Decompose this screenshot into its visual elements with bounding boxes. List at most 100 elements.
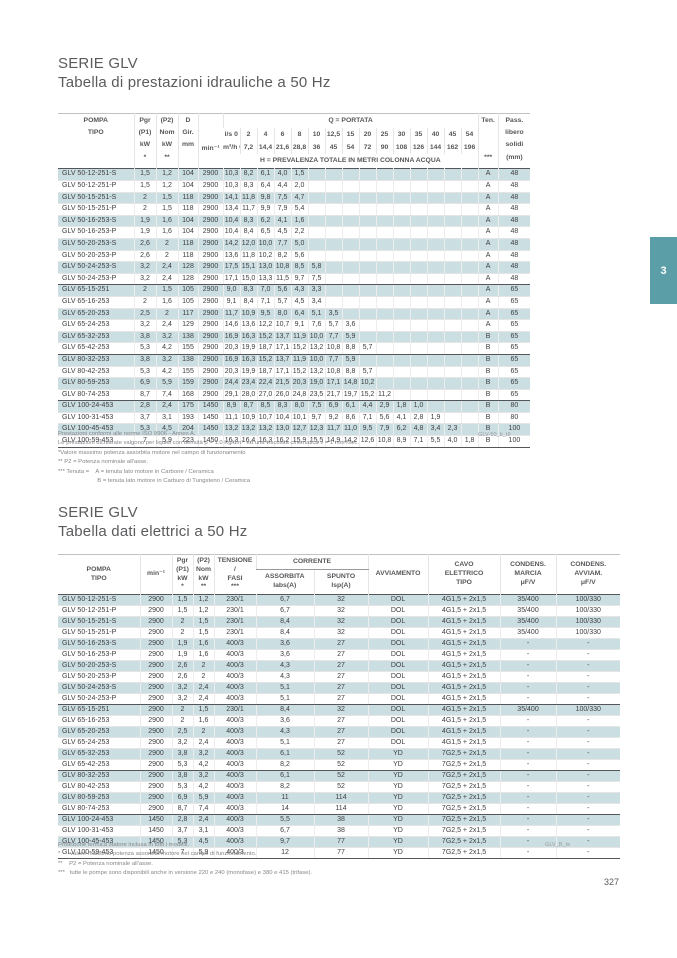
cell (460, 203, 479, 216)
electrical-row: GLV 50-16-253-S 2900 1,9 1,6 400/3 3,6 27 DOL 4G… (58, 638, 621, 651)
cell: 4,0 (443, 435, 461, 448)
footnote-line: * valore massimo potenza assorbita motor… (58, 851, 257, 858)
flow-tick: 36 (307, 141, 325, 155)
cell: 16,3 (239, 354, 257, 367)
cell: 2900 (139, 748, 172, 761)
cell: DOL (367, 693, 429, 706)
cell (426, 180, 444, 193)
cell (324, 203, 342, 216)
cell: 4,1 (392, 412, 410, 425)
cell: 400/3 (213, 825, 256, 838)
pump-type: GLV 65-20-253 (58, 308, 134, 321)
hydraulic-row: GLV 65-42-253 5,3 4,2 155 2900 20,3 19,9 18,7 17… (58, 342, 531, 355)
cell: 104 (177, 226, 198, 239)
cell (460, 366, 479, 379)
cell: 2900 (139, 605, 172, 618)
section2-title-block: SERIE GLV Tabella dati elettrici a 50 Hz (58, 504, 247, 542)
cell: 2900 (139, 594, 172, 607)
cell: 400/3 (213, 649, 256, 662)
cell (443, 412, 461, 425)
cell (324, 192, 342, 205)
cell: 1,5 (155, 203, 178, 216)
chapter-tab: 3 (650, 237, 677, 304)
cell: - (555, 649, 621, 662)
cell (392, 377, 410, 390)
col-header-pompa-tipo: POMPA TIPO (86, 565, 111, 582)
cell: 12,2 (256, 319, 274, 332)
cell: 32 (313, 704, 369, 717)
cell (392, 180, 410, 193)
cell (409, 261, 427, 274)
cell: 19,9 (239, 342, 257, 355)
cell (409, 238, 427, 251)
cell: 27 (313, 671, 369, 684)
cell (443, 203, 461, 216)
cell: 29,1 (222, 389, 240, 402)
cell: 2900 (197, 180, 223, 193)
cell: 3,2 (133, 261, 156, 274)
cell: 9,8 (256, 192, 274, 205)
footnote-line: *Valore massimo potenza assorbita motore… (58, 449, 246, 456)
cell: 2 (133, 192, 156, 205)
cell: 5,5 (426, 435, 444, 448)
cell (392, 168, 410, 181)
flow-tick: 10 (307, 128, 325, 142)
cell: 4,2 (192, 759, 214, 772)
cell: YD (367, 759, 429, 772)
cell: 100 (497, 435, 531, 448)
cell: - (555, 814, 621, 827)
cell (409, 342, 427, 355)
cell (460, 354, 479, 367)
cell: 204 (177, 423, 198, 437)
cell: 1,8 (392, 400, 410, 413)
cell: 10,4 (273, 412, 291, 425)
cell: 12,6 (358, 435, 376, 448)
pump-type: GLV 50-20-253-S (58, 660, 140, 673)
hydraulic-row: GLV 80-42-253 5,3 4,2 155 2900 20,3 19,9 18,7 17… (58, 366, 531, 379)
cell: 3,2 (133, 273, 156, 286)
header-row-q: POMPA TIPO Pgr (P1) kW * (P2) Nom kW ** … (58, 113, 531, 169)
cell: 2900 (139, 715, 172, 728)
cell (409, 168, 427, 181)
hydraulic-table-header: POMPA TIPO Pgr (P1) kW * (P2) Nom kW ** … (58, 113, 531, 169)
cell (375, 331, 393, 344)
cell: - (499, 671, 557, 684)
electrical-row: GLV 50-12-251-S 2900 1,5 1,2 230/1 6,7 32 DOL 4G… (58, 594, 621, 607)
cell: 11,9 (290, 354, 308, 367)
cell (443, 250, 461, 263)
pump-type: GLV 65-20-253 (58, 726, 140, 739)
hydraulic-performance-table: POMPA TIPO Pgr (P1) kW * (P2) Nom kW ** … (58, 113, 531, 448)
cell (375, 203, 393, 216)
cell: 4,5 (192, 836, 214, 849)
pump-type: GLV 50-16-253-P (58, 226, 134, 239)
cell: 11,2 (375, 389, 393, 402)
cell: 27 (313, 682, 369, 695)
cell: 8,4 (255, 704, 314, 717)
electrical-row: GLV 65-32-253 2900 3,8 3,2 400/3 6,1 52 YD 7G2,5… (58, 748, 621, 761)
cell: 230/1 (213, 594, 256, 607)
cell: 1,5 (171, 594, 193, 607)
cell: 7,4 (155, 389, 178, 402)
cell: 100/330 (555, 704, 621, 717)
cell (426, 168, 444, 181)
cell: A (477, 261, 499, 274)
cell: 2,8 (171, 814, 193, 827)
cell: 6,2 (256, 215, 274, 228)
electrical-row: GLV 100-31-453 1450 3,7 3,1 400/3 6,7 38 YD 7G2,… (58, 825, 621, 838)
electrical-row: GLV 100-59-453 1450 7 5,9 400/3 12 77 YD 7G2,5 +… (58, 847, 621, 860)
cell: 100/330 (555, 594, 621, 607)
cell (341, 261, 359, 274)
cell: 7G2,5 + 2x1,5 (427, 781, 501, 794)
flow-tick: 8 (290, 128, 308, 142)
cell: 2 (171, 704, 193, 717)
cell: 155 (177, 342, 198, 355)
pump-type: GLV 50-24-253-P (58, 273, 134, 286)
cell: - (555, 682, 621, 695)
cell (409, 389, 427, 402)
cell (392, 296, 410, 309)
cell: 2900 (139, 693, 172, 706)
cell (375, 296, 393, 309)
cell (341, 284, 359, 297)
cell: 11,7 (222, 308, 240, 321)
section1-footnotes: Prestazioni conformi alle norme ISO 9906… (58, 430, 359, 487)
